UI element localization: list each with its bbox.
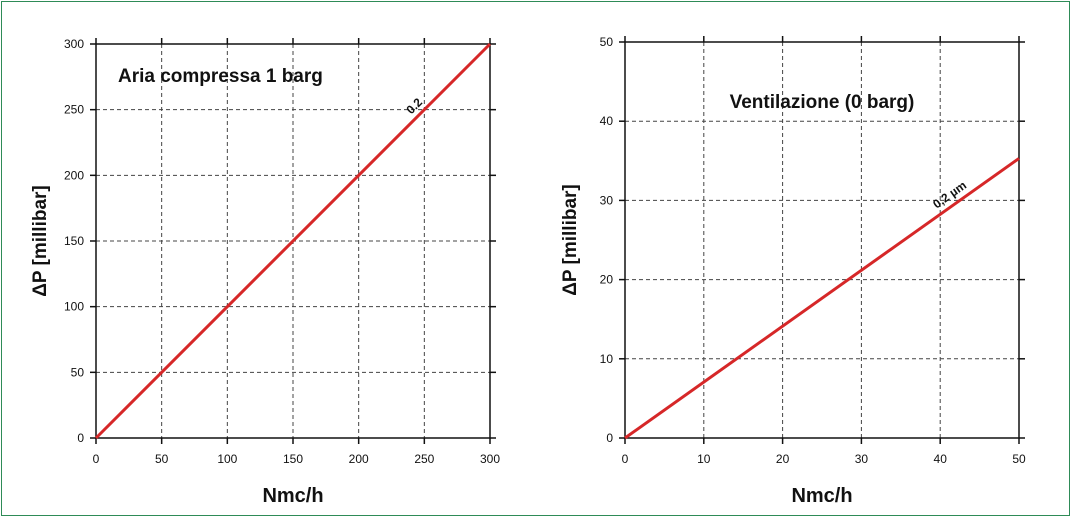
y-axis-label: ΔP [millibar] bbox=[30, 185, 51, 297]
x-tick-label: 10 bbox=[697, 452, 711, 466]
y-tick-label: 20 bbox=[600, 273, 614, 287]
x-tick-label: 0 bbox=[622, 452, 629, 466]
y-tick-label: 250 bbox=[64, 103, 84, 117]
series-line bbox=[624, 157, 1020, 440]
x-tick-label: 20 bbox=[776, 452, 790, 466]
plot-area bbox=[625, 42, 1019, 438]
x-tick-label: 30 bbox=[855, 452, 869, 466]
chart-title: Aria compressa 1 barg bbox=[118, 66, 323, 87]
chart-title: Ventilazione (0 barg) bbox=[730, 92, 915, 113]
y-tick-label: 50 bbox=[600, 35, 614, 49]
x-tick-label: 200 bbox=[349, 452, 369, 466]
x-axis-label: Nmc/h bbox=[791, 485, 852, 507]
x-tick-label: 250 bbox=[414, 452, 434, 466]
y-axis-label: ΔP [millibar] bbox=[560, 184, 581, 296]
y-tick-label: 30 bbox=[600, 193, 614, 207]
x-tick-label: 50 bbox=[1012, 452, 1026, 466]
series-line bbox=[94, 42, 492, 440]
x-tick-label: 50 bbox=[155, 452, 169, 466]
x-tick-label: 0 bbox=[93, 452, 100, 466]
x-tick-label: 100 bbox=[217, 452, 237, 466]
y-tick-label: 150 bbox=[64, 234, 84, 248]
chart-1: 0 50 100 150 200 250 3000501001502002503000.2A… bbox=[30, 37, 500, 507]
y-tick-label: 100 bbox=[64, 300, 84, 314]
axes-frame bbox=[95, 43, 491, 439]
y-tick-label: 0 bbox=[77, 431, 84, 445]
y-tick-label: 200 bbox=[64, 168, 84, 182]
y-tick-label: 10 bbox=[600, 352, 614, 366]
y-tick-label: 0 bbox=[606, 431, 613, 445]
x-axis-label: Nmc/h bbox=[262, 485, 323, 507]
x-tick-label: 150 bbox=[283, 452, 303, 466]
y-tick-label: 300 bbox=[64, 37, 84, 51]
y-tick-label: 40 bbox=[600, 114, 614, 128]
x-tick-label: 40 bbox=[934, 452, 948, 466]
y-tick-label: 50 bbox=[71, 365, 85, 379]
x-tick-label: 300 bbox=[480, 452, 500, 466]
axes-frame bbox=[624, 41, 1020, 439]
